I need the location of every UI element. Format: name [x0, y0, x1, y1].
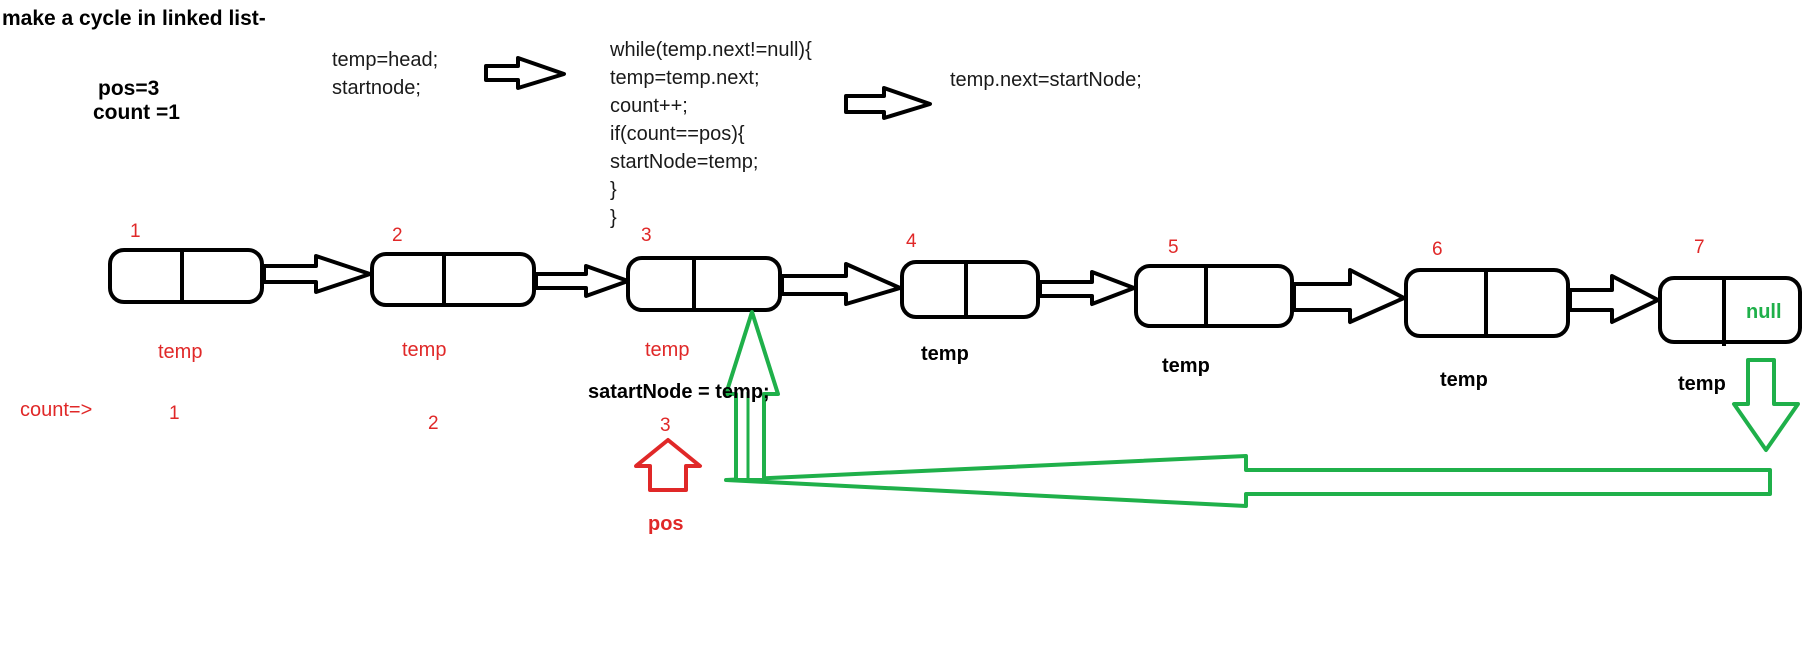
temp-label-5: temp [1162, 355, 1210, 377]
cycle-down-arrow-icon [1732, 358, 1800, 452]
arrow-node1-to-node2 [262, 254, 372, 294]
node-index-1: 1 [130, 221, 141, 242]
node-3 [626, 256, 782, 312]
node-index-6: 6 [1432, 239, 1443, 260]
node-7 [1658, 276, 1802, 346]
code-init-line-1: temp=head; [332, 49, 439, 71]
temp-label-1: temp [158, 341, 203, 363]
arrow-node3-to-node4 [780, 262, 902, 306]
code-loop-line-1: while(temp.next!=null){ [610, 39, 812, 61]
code-loop-line-7: } [610, 207, 617, 229]
arrow-node5-to-node6 [1292, 268, 1406, 324]
node-2 [370, 252, 536, 307]
cycle-up-arrow-icon [724, 310, 780, 482]
arrow-node6-to-node7 [1568, 274, 1660, 324]
node-index-2: 2 [392, 225, 403, 246]
node-5 [1134, 264, 1294, 328]
pos-up-arrow-icon [634, 438, 702, 492]
node-1 [108, 248, 264, 304]
count-value-1: 1 [169, 403, 180, 424]
node-4 [900, 260, 1040, 319]
start-node-note: satartNode = temp; [588, 381, 770, 403]
code-loop-line-3: count++; [610, 95, 688, 117]
pos-variable: pos=3 [98, 77, 160, 100]
node-index-5: 5 [1168, 237, 1179, 258]
arrow-node2-to-node3 [534, 264, 630, 298]
code-final-line: temp.next=startNode; [950, 69, 1142, 91]
node-index-3: 3 [641, 225, 652, 246]
node-index-4: 4 [906, 231, 917, 252]
temp-label-2: temp [402, 339, 447, 361]
temp-label-7: temp [1678, 373, 1726, 395]
code-loop-line-4: if(count==pos){ [610, 123, 745, 145]
arrow-node4-to-node5 [1038, 270, 1136, 306]
count-value-3: 3 [660, 415, 671, 436]
code-init-line-2: startnode; [332, 77, 421, 99]
count-prefix: count=> [20, 399, 93, 421]
count-variable: count =1 [93, 101, 180, 124]
arrow-loop-to-final [844, 86, 932, 120]
code-loop-line-6: } [610, 179, 617, 201]
cycle-left-arrow-icon [724, 454, 1772, 508]
page-title: make a cycle in linked list- [2, 7, 266, 30]
pos-label: pos [648, 513, 684, 535]
temp-label-4: temp [921, 343, 969, 365]
code-loop-line-5: startNode=temp; [610, 151, 759, 173]
count-value-2: 2 [428, 413, 439, 434]
node-7-null-value: null [1746, 301, 1782, 323]
node-6 [1404, 268, 1570, 338]
arrow-init-to-loop [484, 56, 566, 90]
temp-label-3: temp [645, 339, 690, 361]
code-loop-line-2: temp=temp.next; [610, 67, 760, 89]
node-index-7: 7 [1694, 237, 1705, 258]
temp-label-6: temp [1440, 369, 1488, 391]
